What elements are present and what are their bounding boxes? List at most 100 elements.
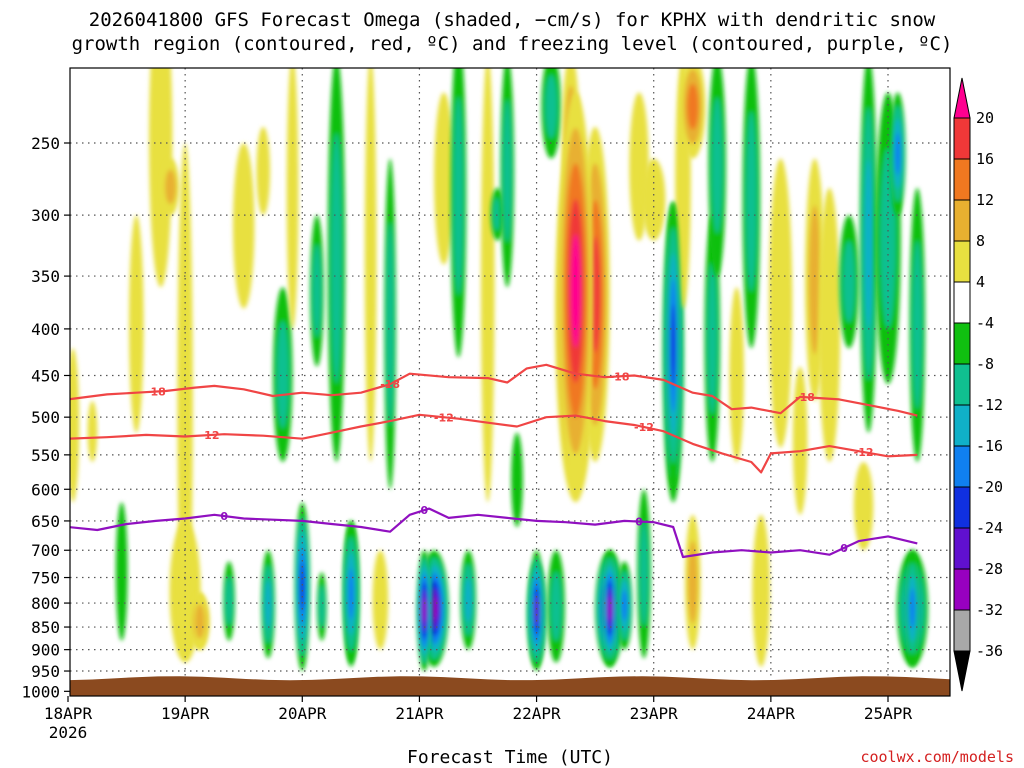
colorbar-box-11 xyxy=(953,527,971,570)
colorbar-label-2: 16 xyxy=(976,150,994,168)
colorbar-label-10: -20 xyxy=(976,478,1003,496)
contour-layer: -18 -18 -18 -18 -12 -12 -12 -12 0 0 0 0 xyxy=(70,363,918,559)
omega-region-28 xyxy=(500,68,515,288)
omega-shading xyxy=(70,68,929,672)
y-tick-label-400: 400 xyxy=(31,320,60,339)
dgz-contour--18-label-2: -18 xyxy=(380,378,400,391)
colorbar-box-13 xyxy=(953,609,971,652)
colorbar-box-7 xyxy=(953,363,971,406)
omega-region-1 xyxy=(70,348,80,503)
colorbar-label-5: 4 xyxy=(976,273,985,291)
omega-region-23 xyxy=(434,92,454,265)
omega-region-46 xyxy=(708,68,726,277)
x-tick-sublabel-year: 2026 xyxy=(49,723,88,742)
x-axis-title: Forecast Time (UTC) xyxy=(407,747,613,768)
plot-frame xyxy=(69,67,951,697)
omega-region-32 xyxy=(547,550,565,663)
freezing-level-contour-label-2: 0 xyxy=(420,504,428,517)
y-tick-label-950: 950 xyxy=(31,662,60,681)
omega-region-47 xyxy=(729,287,745,462)
omega-region-29 xyxy=(511,432,523,527)
dgz-contour--18-label-3: -18 xyxy=(610,370,630,383)
omega-region-3 xyxy=(115,502,128,641)
x-tick-label-25APR: 25APR xyxy=(864,704,913,723)
colorbar-label-14: -36 xyxy=(976,642,1003,660)
colorbar-label-11: -24 xyxy=(976,519,1003,537)
dgz-contour--18-label-4: -18 xyxy=(795,391,815,404)
colorbar-box-9 xyxy=(953,445,971,488)
colorbar-label-6: -4 xyxy=(976,314,994,332)
omega-region-49 xyxy=(752,514,770,667)
y-tick-label-1000: 1000 xyxy=(21,682,60,701)
dgz-contour--12 xyxy=(70,413,918,474)
ground-below-surface xyxy=(70,676,950,696)
omega-region-21 xyxy=(384,158,396,490)
y-tick-label-300: 300 xyxy=(31,206,60,225)
omega-region-50 xyxy=(768,158,793,448)
y-axis: 250 300 350 400 450 500 550 600 650 700 750 800 850 9… xyxy=(21,134,70,701)
omega-region-40 xyxy=(642,158,666,241)
y-tick-label-450: 450 xyxy=(31,366,60,385)
dgz-contour--12-label-4: -12 xyxy=(854,446,874,459)
colorbar-box-1 xyxy=(953,117,971,160)
y-tick-label-650: 650 xyxy=(31,512,60,531)
y-tick-label-550: 550 xyxy=(31,446,60,465)
omega-region-54 xyxy=(839,215,859,349)
omega-region-39 xyxy=(637,489,651,659)
omega-region-5 xyxy=(149,68,173,288)
freezing-level-contour-label-4: 0 xyxy=(840,542,848,555)
omega-region-60 xyxy=(909,187,926,462)
omega-region-58 xyxy=(889,92,906,216)
omega-region-15 xyxy=(310,215,324,367)
colorbar-box-10 xyxy=(953,486,971,529)
omega-region-16 xyxy=(316,572,327,641)
y-tick-label-750: 750 xyxy=(31,569,60,588)
colorbar-label-8: -12 xyxy=(976,396,1003,414)
colorbar-box-2 xyxy=(953,158,971,201)
y-tick-label-700: 700 xyxy=(31,541,60,560)
omega-feature-1 xyxy=(177,143,193,659)
omega-region-19 xyxy=(364,68,377,462)
omega-region-13 xyxy=(273,287,293,462)
colorbar-box-8 xyxy=(953,404,971,447)
y-tick-label-500: 500 xyxy=(31,408,60,427)
omega-feature-3 xyxy=(294,502,311,672)
y-tick-label-800: 800 xyxy=(31,594,60,613)
omega-region-9 xyxy=(223,561,235,641)
x-tick-label-21APR: 21APR xyxy=(395,704,444,723)
omega-region-11 xyxy=(256,126,271,216)
colorbar-top-arrow xyxy=(953,77,971,119)
omega-feature-4 xyxy=(343,520,359,667)
omega-region-51 xyxy=(792,366,808,515)
dgz-contour--12-label-2: -12 xyxy=(434,411,454,424)
omega-feature-5 xyxy=(416,550,433,672)
colorbar-label-9: -16 xyxy=(976,437,1003,455)
x-tick-label-20APR: 20APR xyxy=(278,704,327,723)
colorbar-label-1: 20 xyxy=(976,109,994,127)
omega-region-31 xyxy=(541,68,561,159)
omega-region-12 xyxy=(261,550,275,659)
omega-feature-9 xyxy=(665,201,682,490)
omega-feature-10 xyxy=(904,550,921,667)
colorbar-box-5 xyxy=(953,281,971,324)
colorbar-label-4: 8 xyxy=(976,232,985,250)
omega-region-24 xyxy=(450,68,467,358)
colorbar-box-4 xyxy=(953,240,971,283)
omega-region-4 xyxy=(129,215,144,433)
colorbar-box-3 xyxy=(953,199,971,242)
omega-region-48 xyxy=(742,68,761,349)
omega-region-55 xyxy=(853,461,874,551)
y-tick-label-250: 250 xyxy=(31,134,60,153)
colorbar: 20 16 12 8 4 -4 -8 -12 -16 -20 -24 -28 -32 -36 xyxy=(953,77,1003,692)
omega-feature-8 xyxy=(601,550,618,667)
colorbar-label-12: -28 xyxy=(976,560,1003,578)
colorbar-bottom-arrow xyxy=(953,650,971,692)
y-tick-label-350: 350 xyxy=(31,267,60,286)
x-tick-label-18APR: 18APR xyxy=(44,704,93,723)
y-tick-label-850: 850 xyxy=(31,618,60,637)
omega-feature-2 xyxy=(191,593,208,650)
omega-region-43 xyxy=(680,68,706,159)
dgz-contour--12-label-1: -12 xyxy=(200,429,220,442)
